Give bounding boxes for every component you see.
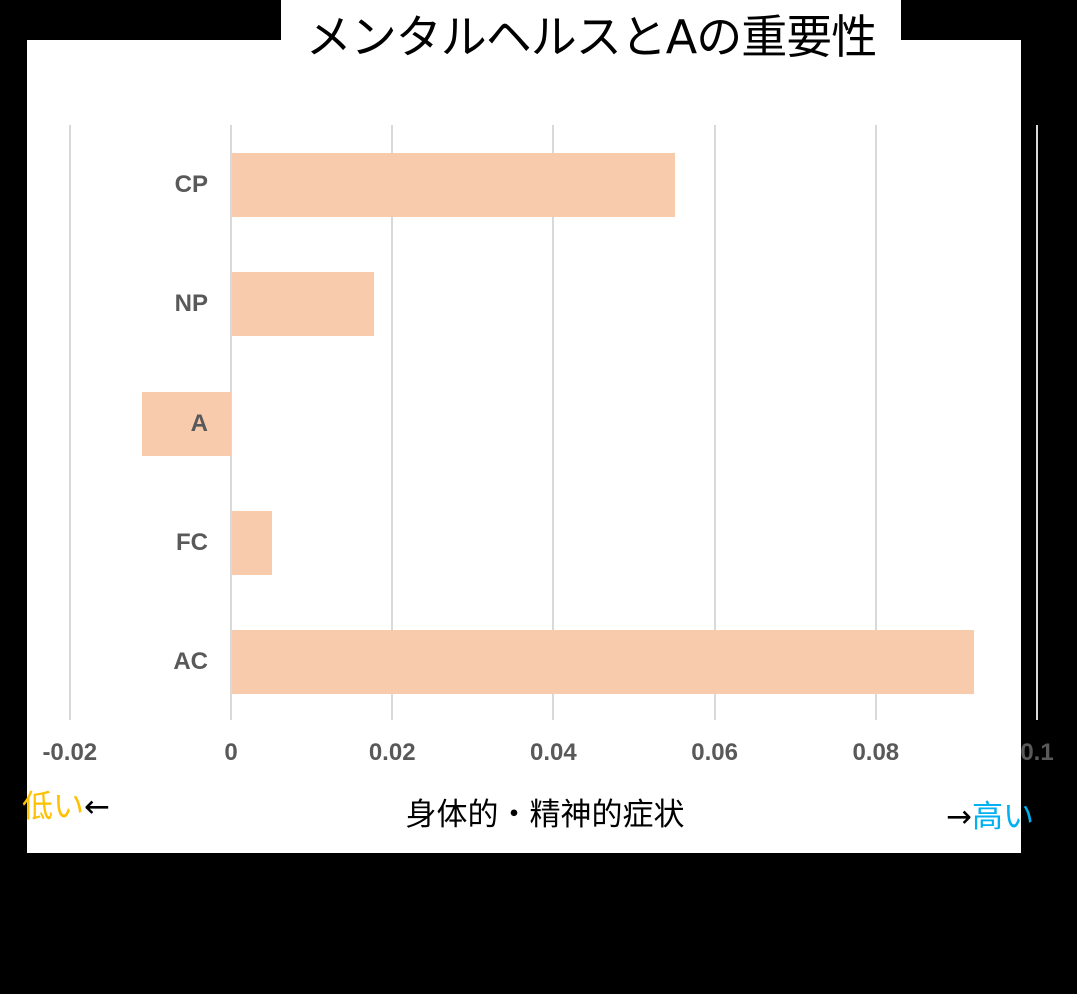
title-background bbox=[281, 0, 901, 40]
category-label: AC bbox=[173, 648, 208, 676]
category-label: A bbox=[190, 409, 208, 437]
bar-ac bbox=[232, 630, 974, 695]
bar-fc bbox=[232, 510, 273, 575]
gridline bbox=[874, 125, 877, 720]
x-tick-label: 0.08 bbox=[852, 739, 900, 766]
gridline bbox=[713, 125, 716, 720]
x-tick-label: 0.06 bbox=[691, 739, 738, 766]
low-label: 低い bbox=[22, 789, 84, 825]
high-annotation: →高い bbox=[946, 802, 1034, 833]
x-axis-label: 身体的・精神的症状 bbox=[405, 797, 685, 833]
low-annotation: 低い← bbox=[22, 792, 110, 823]
gridline bbox=[68, 125, 71, 720]
gridline bbox=[391, 125, 394, 720]
category-label: NP bbox=[174, 290, 208, 318]
gridline bbox=[230, 125, 232, 720]
bar-a bbox=[142, 391, 231, 456]
x-tick-label: 0.04 bbox=[530, 739, 577, 766]
x-tick-label: -0.02 bbox=[42, 739, 98, 766]
category-label: FC bbox=[176, 528, 208, 556]
chart-title: メンタルヘルスとAの重要性 bbox=[305, 10, 877, 64]
gridline bbox=[552, 125, 555, 720]
x-tick-label: 0.1 bbox=[1020, 739, 1054, 766]
bar-np bbox=[232, 272, 374, 337]
gridline bbox=[1036, 125, 1038, 720]
left-arrow-icon: ← bbox=[84, 789, 110, 825]
x-tick-label: 0.02 bbox=[368, 739, 416, 766]
high-label: 高い bbox=[971, 799, 1034, 835]
bar-cp bbox=[232, 153, 676, 217]
category-label: CP bbox=[174, 171, 208, 198]
right-arrow-icon: → bbox=[946, 799, 972, 835]
x-tick-label: 0 bbox=[224, 739, 238, 766]
